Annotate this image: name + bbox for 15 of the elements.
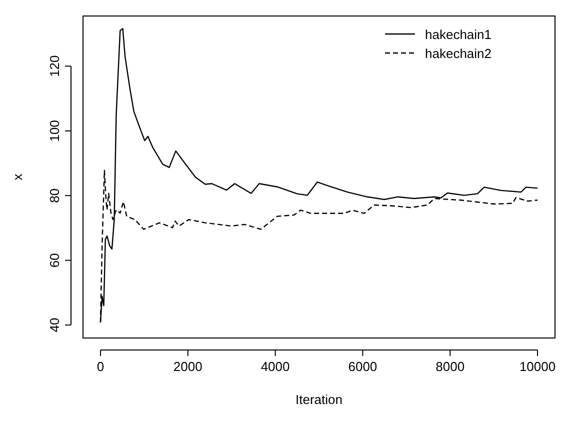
y-tick-label: 120 bbox=[47, 55, 62, 78]
x-tick-label: 4000 bbox=[260, 359, 290, 374]
y-axis-title: x bbox=[10, 173, 25, 180]
legend-label: hakechain1 bbox=[425, 27, 492, 42]
y-tick-label: 80 bbox=[47, 188, 62, 203]
x-tick-label: 8000 bbox=[436, 359, 465, 374]
x-tick-label: 2000 bbox=[173, 359, 202, 374]
x-tick-label: 10000 bbox=[519, 359, 556, 374]
x-tick-label: 6000 bbox=[348, 359, 378, 374]
x-axis-title: Iteration bbox=[296, 392, 342, 407]
y-tick-label: 40 bbox=[47, 318, 62, 332]
y-tick-label: 100 bbox=[47, 120, 62, 142]
x-tick-label: 0 bbox=[96, 359, 104, 374]
y-tick-label: 60 bbox=[47, 253, 62, 268]
legend-label: hakechain2 bbox=[425, 46, 492, 61]
